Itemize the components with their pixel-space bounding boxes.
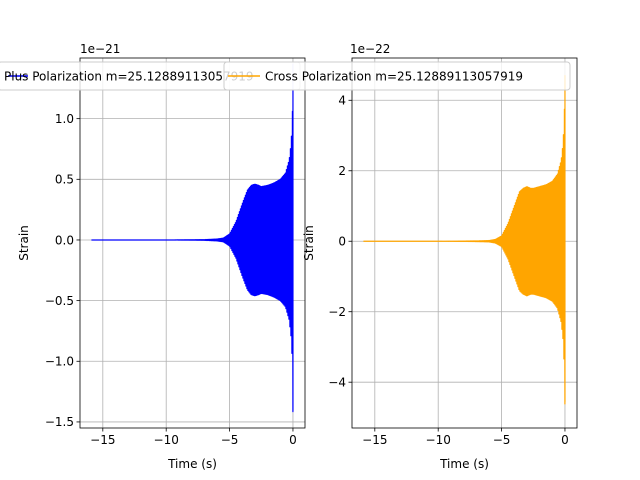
y-axis-label: Strain <box>302 225 316 261</box>
axes-frame <box>351 57 578 429</box>
x-tick-label: −15 <box>90 433 115 447</box>
y-tick-label: −4 <box>328 375 346 389</box>
waveform-series-line <box>91 63 294 413</box>
legend-label: Cross Polarization m=25.12889113057919 <box>265 70 523 84</box>
x-tick-label: −10 <box>154 433 179 447</box>
plus-polarization-axes: −15 −10 −5 0−1.5−1.0−0.50.00.51.0 Time (s) … <box>0 42 306 471</box>
y-tick-label: −1.0 <box>45 355 74 369</box>
y-tick-label: 4 <box>338 94 346 108</box>
y-tick-label: 2 <box>338 164 346 178</box>
y-tick-label: 0.0 <box>55 233 74 247</box>
y-axis-label: Strain <box>17 225 31 261</box>
y-tick-label: 0.5 <box>55 173 74 187</box>
y-tick-label: −0.5 <box>45 294 74 308</box>
x-tick-label: 0 <box>289 433 297 447</box>
x-tick-label: −10 <box>426 433 451 447</box>
y-offset-text: 1e−21 <box>80 42 120 56</box>
legend-box <box>223 61 571 91</box>
y-tick-label: 1.0 <box>55 112 74 126</box>
x-axis-label: Time (s) <box>439 457 489 471</box>
y-tick-label: −2 <box>328 305 346 319</box>
x-tick-label: −15 <box>362 433 387 447</box>
y-offset-text: 1e−22 <box>350 42 390 56</box>
legend-label: Plus Polarization m=25.12889113057919 <box>4 70 254 84</box>
y-tick-label: −1.5 <box>45 415 74 429</box>
waveform-series-line <box>363 75 566 405</box>
x-tick-label: −5 <box>221 433 239 447</box>
x-tick-label: −5 <box>493 433 511 447</box>
axes-frame <box>79 57 306 429</box>
legend: Cross Polarization m=25.12889113057919 <box>223 61 571 91</box>
y-tick-label: 0 <box>338 235 346 249</box>
x-axis-label: Time (s) <box>167 457 217 471</box>
x-tick-label: 0 <box>561 433 569 447</box>
cross-polarization-axes: −15 −10 −5 0 −4 −2 0 2 4 Time (s) Strain 1e−22 C… <box>223 42 578 471</box>
